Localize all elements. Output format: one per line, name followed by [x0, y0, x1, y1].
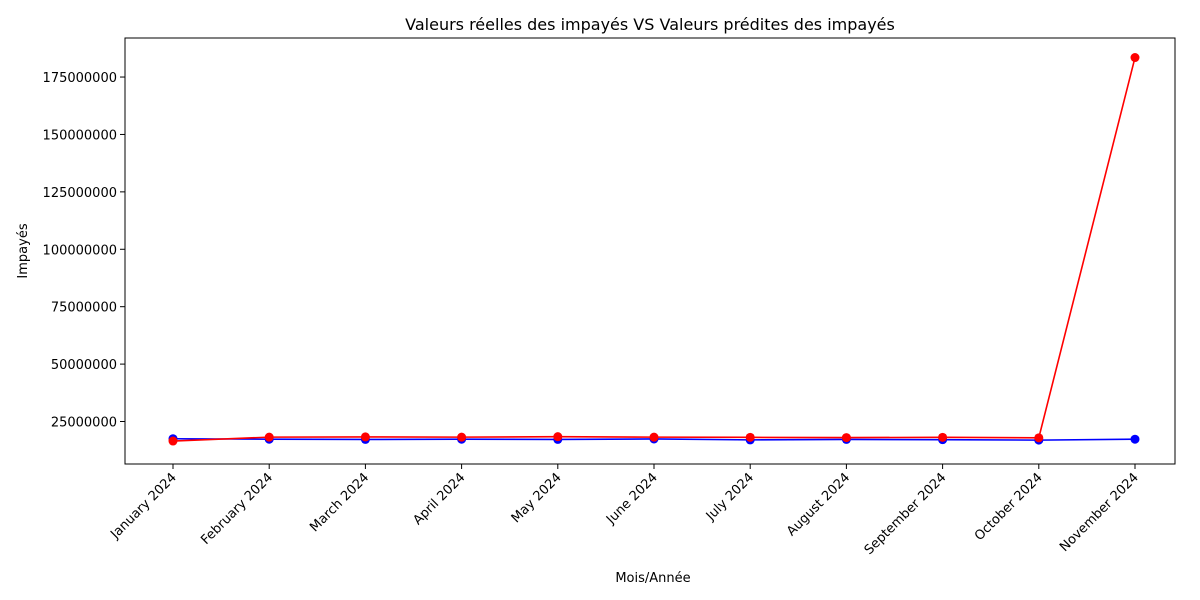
data-point — [841, 433, 851, 443]
x-tick-label: February 2024 — [198, 470, 276, 548]
y-tick-label: 25000000 — [51, 416, 117, 431]
x-tick-label: June 2024 — [603, 470, 661, 528]
data-point — [360, 432, 370, 442]
data-point — [457, 432, 467, 442]
x-tick-label: April 2024 — [410, 470, 468, 528]
y-tick-label: 175000000 — [43, 71, 117, 86]
data-point — [1034, 433, 1044, 443]
x-tick-label: September 2024 — [862, 470, 950, 558]
x-tick-label: May 2024 — [509, 470, 565, 526]
x-tick-label: January 2024 — [107, 470, 179, 542]
x-axis-label: Mois/Année — [615, 571, 690, 586]
x-tick-label: March 2024 — [307, 470, 372, 535]
series-line — [172, 57, 1136, 442]
x-tick-label: July 2024 — [703, 470, 757, 524]
data-point — [649, 432, 659, 442]
y-tick-label: 100000000 — [43, 243, 117, 258]
data-point — [264, 432, 274, 442]
x-axis: January 2024 February 2024 March 2024 April… — [107, 464, 1142, 558]
data-point — [1130, 53, 1140, 63]
x-tick-label: November 2024 — [1057, 470, 1142, 555]
data-point — [168, 436, 178, 446]
x-tick-label: August 2024 — [784, 470, 853, 539]
data-point — [1130, 434, 1140, 444]
x-tick-label: October 2024 — [972, 470, 1046, 544]
y-axis: 25000000 50000000 75000000 100000000 1250000… — [43, 71, 125, 431]
data-point — [553, 432, 563, 442]
data-point — [938, 432, 948, 442]
series-layer — [168, 53, 1140, 446]
y-tick-label: 50000000 — [51, 358, 117, 373]
y-tick-label: 150000000 — [43, 128, 117, 143]
y-axis-label: Impayés — [16, 223, 31, 278]
chart-title: Valeurs réelles des impayés VS Valeurs p… — [405, 15, 895, 34]
y-tick-label: 75000000 — [51, 301, 117, 316]
plot-area — [124, 37, 1176, 465]
y-tick-label: 125000000 — [43, 186, 117, 201]
series-1 — [168, 53, 1140, 446]
data-point — [745, 432, 755, 442]
